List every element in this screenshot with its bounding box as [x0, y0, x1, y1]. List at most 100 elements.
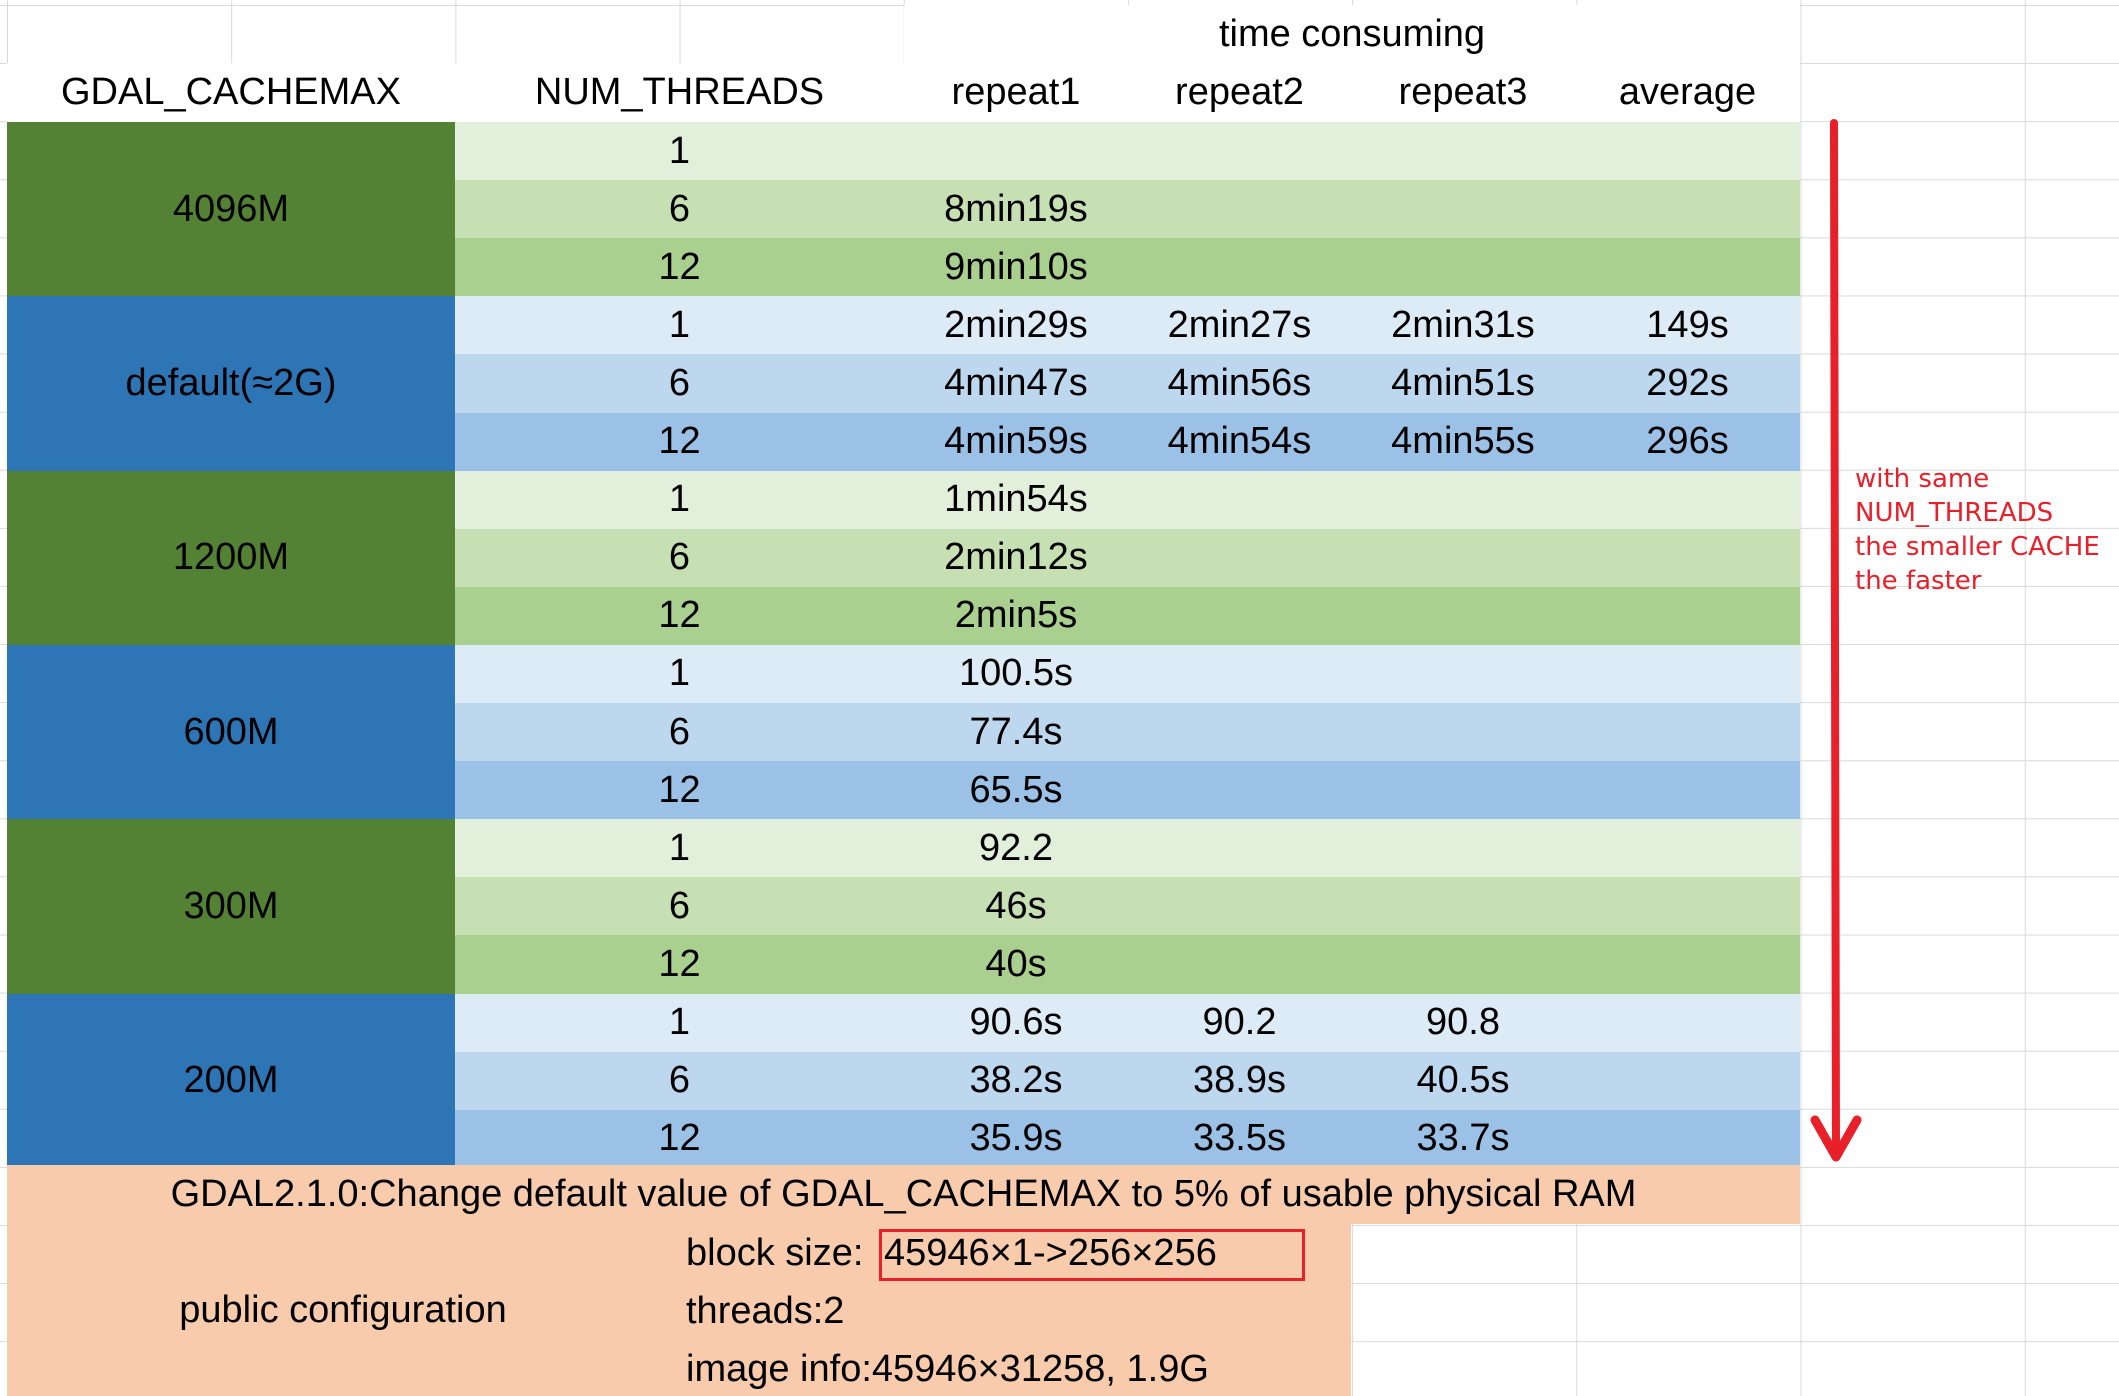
table-row: [455, 761, 1800, 820]
threads-config: threads:2: [686, 1290, 845, 1332]
repeat2-cell: [1128, 529, 1351, 587]
repeat3-cell: [1351, 877, 1575, 935]
repeat3-cell: 33.7s: [1416, 1117, 1510, 1160]
table-row: [455, 528, 1800, 588]
repeat1-cell: 2min12s: [944, 536, 1088, 579]
cachemax-cell: 4096M: [7, 122, 455, 297]
block-size-label: block size:: [686, 1232, 864, 1274]
repeat2-cell: [1128, 645, 1351, 703]
repeat1-cell: 4min47s: [944, 361, 1088, 404]
threads-cell: 12: [658, 768, 701, 811]
table-row: [455, 1109, 1800, 1169]
repeat3-cell: 40.5s: [1416, 1059, 1510, 1102]
average-cell: [1575, 703, 1800, 761]
repeat1-cell: 1min54s: [944, 478, 1088, 521]
repeat3-cell: 4min51s: [1391, 361, 1535, 404]
threads-cell: 6: [668, 361, 691, 404]
threads-cell: 12: [658, 942, 701, 985]
repeat3-cell: [1351, 587, 1575, 645]
table-row: [455, 993, 1800, 1053]
average-cell: 149s: [1646, 303, 1729, 346]
table-row: [455, 644, 1800, 704]
repeat2-cell: 33.5s: [1193, 1117, 1286, 1160]
repeat3-cell: [1351, 819, 1575, 877]
average-cell: [1575, 238, 1800, 296]
threads-cell: 1: [668, 652, 691, 695]
repeat3-cell: [1351, 761, 1575, 819]
average-cell: [1575, 1110, 1800, 1168]
repeat3-cell: [1351, 529, 1575, 587]
average-cell: [1575, 994, 1800, 1052]
repeat1-cell: 65.5s: [969, 768, 1063, 811]
cachemax-cell: 600M: [7, 644, 455, 820]
repeat1-cell: 9min10s: [944, 245, 1088, 288]
repeat2-cell: [1128, 877, 1351, 935]
down-arrow-icon: [1810, 119, 1862, 1162]
header-group-label: time consuming: [904, 5, 1800, 63]
repeat3-cell: [1351, 180, 1575, 238]
threads-cell: 12: [658, 1117, 701, 1160]
image-info: image info:45946×31258, 1.9G: [686, 1348, 1209, 1390]
header-repeat2: repeat2: [1128, 63, 1351, 122]
block-size-highlight-box: [879, 1229, 1305, 1281]
annotation-line: the smaller CACHE: [1855, 532, 2100, 562]
table-row: [455, 354, 1800, 413]
repeat1-cell: 8min19s: [944, 187, 1088, 230]
repeat3-cell: [1351, 645, 1575, 703]
header-repeat1: repeat1: [904, 63, 1128, 122]
average-cell: [1575, 761, 1800, 819]
table-row: [455, 296, 1800, 355]
threads-cell: 6: [668, 187, 691, 230]
block-size-value: 45946×1->256×256: [884, 1232, 1217, 1274]
repeat1-cell: 77.4s: [969, 710, 1063, 753]
cachemax-cell: default(≈2G): [7, 296, 455, 472]
average-cell: 292s: [1646, 361, 1729, 404]
repeat2-cell: [1128, 587, 1351, 645]
config-label: public configuration: [179, 1288, 507, 1331]
header-average: average: [1575, 63, 1800, 122]
repeat1-cell: 100.5s: [958, 652, 1074, 695]
repeat1-cell: 2min29s: [944, 303, 1088, 346]
average-cell: [1575, 471, 1800, 529]
table-row: [455, 877, 1800, 936]
table-row: [455, 412, 1800, 472]
table-row: [455, 703, 1800, 762]
repeat2-cell: [1128, 703, 1351, 761]
repeat1-cell: 4min59s: [944, 420, 1088, 463]
threads-cell: 6: [668, 884, 691, 927]
threads-cell: 12: [658, 594, 701, 637]
repeat3-cell: [1351, 935, 1575, 993]
repeat1-cell: 35.9s: [969, 1117, 1063, 1160]
average-cell: [1575, 935, 1800, 993]
repeat1-cell: 38.2s: [969, 1059, 1063, 1102]
table-row: [455, 122, 1800, 181]
header-gdal-cachemax: GDAL_CACHEMAX: [7, 63, 455, 122]
repeat1-cell: 92.2: [979, 826, 1053, 869]
threads-cell: 1: [668, 1001, 691, 1044]
repeat2-cell: [1128, 761, 1351, 819]
repeat3-cell: [1351, 703, 1575, 761]
average-cell: [1575, 180, 1800, 238]
average-cell: [1575, 819, 1800, 877]
threads-cell: 1: [668, 826, 691, 869]
table-row: [455, 1051, 1800, 1111]
table-row: [455, 935, 1800, 994]
threads-cell: 6: [668, 710, 691, 753]
repeat1-cell: 40s: [985, 942, 1047, 985]
config-block: [7, 1224, 1351, 1396]
average-cell: [1575, 587, 1800, 645]
repeat2-cell: [1128, 471, 1351, 529]
repeat2-cell: 2min27s: [1167, 303, 1312, 346]
threads-cell: 1: [668, 303, 691, 346]
threads-cell: 1: [668, 478, 691, 521]
table-row: [455, 819, 1800, 878]
repeat2-cell: 4min54s: [1167, 420, 1312, 463]
repeat3-cell: [1351, 471, 1575, 529]
repeat2-cell: [1128, 935, 1351, 993]
threads-cell: 12: [658, 420, 701, 463]
repeat2-cell: 38.9s: [1193, 1059, 1286, 1102]
table-row: [455, 180, 1800, 239]
table-row: [455, 586, 1800, 646]
average-cell: [1575, 529, 1800, 587]
average-cell: 296s: [1646, 420, 1729, 463]
